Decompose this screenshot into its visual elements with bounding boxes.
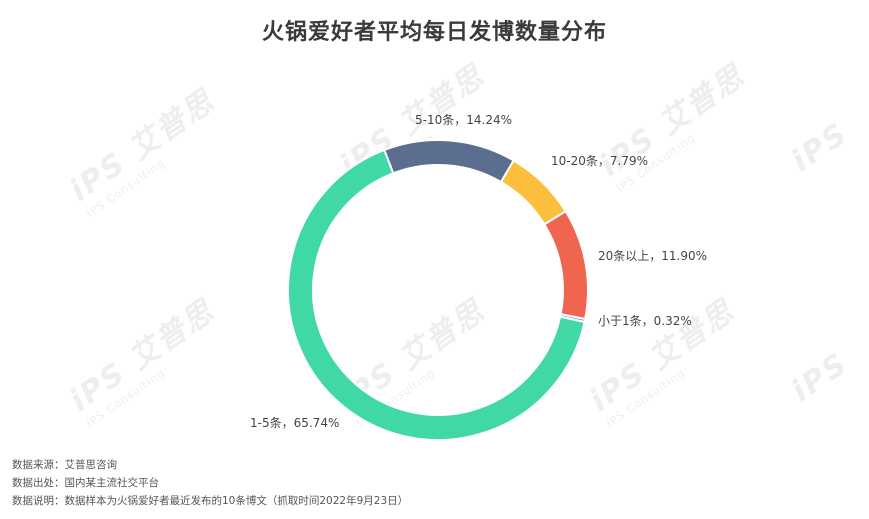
- donut-slices: [287, 139, 589, 441]
- slice-label-2: 10-20条，7.79%: [551, 154, 648, 168]
- note-source: 数据来源：艾普思咨询: [12, 459, 117, 471]
- note-origin: 数据出处：国内某主流社交平台: [12, 477, 159, 489]
- slice-label-1: 5-10条，14.24%: [415, 113, 512, 127]
- donut-slice-3: [542, 209, 589, 321]
- slice-label-3: 20条以上，11.90%: [598, 249, 707, 263]
- donut-slice-1: [382, 139, 515, 184]
- note-description: 数据说明：数据样本为火锅爱好者最近发布的10条博文（抓取时间2022年9月23日…: [12, 495, 409, 507]
- source-notes: 数据来源：艾普思咨询 数据出处：国内某主流社交平台 数据说明：数据样本为火锅爱好…: [12, 456, 408, 510]
- slice-label-4: 小于1条，0.32%: [598, 314, 692, 328]
- slice-labels: 5-10条，14.24% 10-20条，7.79% 20条以上，11.90% 小于1条…: [250, 113, 707, 430]
- donut-slice-2: [499, 159, 568, 226]
- donut-slice-5: [287, 148, 586, 441]
- slice-label-5: 1-5条，65.74%: [250, 416, 339, 430]
- chart-title: 火锅爱好者平均每日发博数量分布: [261, 20, 607, 45]
